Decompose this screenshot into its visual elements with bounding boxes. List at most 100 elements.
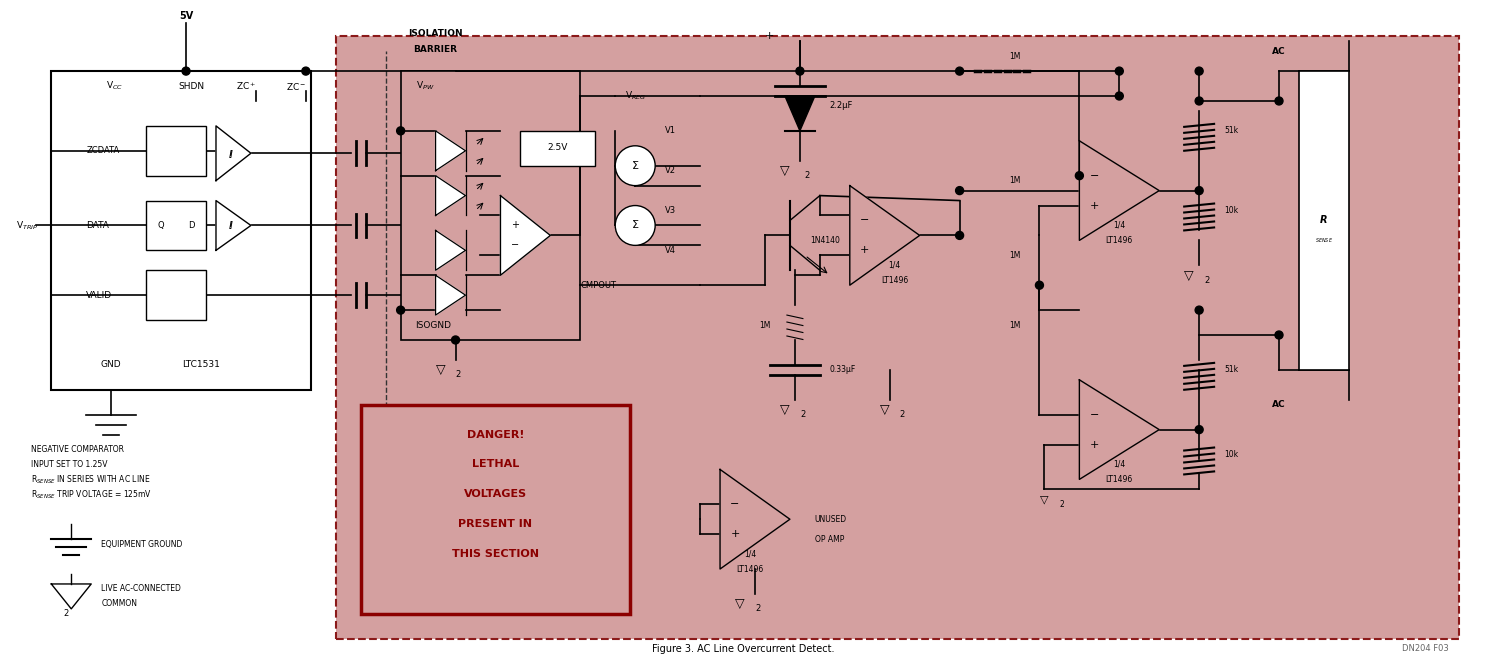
Text: 5V: 5V (178, 11, 193, 21)
Text: COMMON: COMMON (101, 600, 137, 608)
Circle shape (1196, 187, 1203, 194)
Text: +: + (1090, 200, 1099, 210)
Text: 1M: 1M (1008, 52, 1020, 61)
Polygon shape (216, 126, 251, 181)
Text: D: D (187, 221, 195, 230)
Circle shape (616, 146, 656, 186)
Text: V4: V4 (665, 246, 677, 255)
Text: LT1496: LT1496 (1106, 236, 1133, 245)
Polygon shape (1080, 141, 1160, 241)
Text: LT1496: LT1496 (882, 276, 909, 285)
Text: V2: V2 (665, 166, 677, 175)
Text: V$_{REG}$: V$_{REG}$ (625, 90, 647, 103)
Text: Σ: Σ (632, 161, 639, 171)
Bar (520, 131, 595, 165)
Polygon shape (436, 275, 465, 315)
Text: DANGER!: DANGER! (467, 429, 525, 440)
Text: +: + (859, 245, 870, 255)
Text: DATA: DATA (86, 221, 109, 230)
Text: PRESENT IN: PRESENT IN (458, 519, 532, 529)
Text: $_{SENSE}$: $_{SENSE}$ (1315, 236, 1332, 245)
Circle shape (1115, 92, 1123, 100)
Text: OP AMP: OP AMP (815, 535, 845, 543)
Text: LIVE AC-CONNECTED: LIVE AC-CONNECTED (101, 584, 181, 594)
Text: −: − (1090, 409, 1099, 419)
Text: 2.5V: 2.5V (547, 143, 568, 152)
Text: ▽: ▽ (781, 164, 790, 177)
Text: $\mathit{I\!I}$: $\mathit{I\!I}$ (228, 220, 233, 231)
Text: 2.2μF: 2.2μF (830, 101, 854, 111)
Text: 1/4: 1/4 (1114, 460, 1126, 469)
Text: VALID: VALID (86, 291, 113, 299)
Text: Figure 3. AC Line Overcurrent Detect.: Figure 3. AC Line Overcurrent Detect. (653, 644, 834, 654)
Polygon shape (501, 196, 550, 275)
Polygon shape (1080, 380, 1160, 480)
Text: EQUIPMENT GROUND: EQUIPMENT GROUND (101, 539, 183, 549)
Text: ▽: ▽ (735, 598, 745, 610)
Polygon shape (216, 200, 251, 251)
Text: 0.33μF: 0.33μF (830, 365, 857, 375)
Text: BARRIER: BARRIER (413, 45, 458, 54)
Text: ZC$^+$: ZC$^+$ (236, 80, 256, 92)
Text: 2: 2 (1059, 500, 1065, 509)
Text: ▽: ▽ (436, 363, 446, 377)
Bar (1300, 71, 1349, 370)
Text: 1/4: 1/4 (1114, 221, 1126, 230)
Circle shape (302, 67, 309, 75)
Text: 2: 2 (455, 371, 461, 379)
Circle shape (1196, 97, 1203, 105)
Text: +: + (730, 529, 739, 539)
Circle shape (1075, 172, 1084, 180)
Text: 1M: 1M (760, 320, 770, 330)
Text: 2: 2 (64, 609, 68, 618)
Bar (146, 200, 207, 251)
Text: THIS SECTION: THIS SECTION (452, 549, 538, 559)
Polygon shape (436, 230, 465, 270)
Circle shape (956, 231, 964, 239)
Circle shape (616, 206, 656, 245)
Text: 1M: 1M (1008, 251, 1020, 260)
Text: ISOGND: ISOGND (415, 320, 452, 330)
Text: −: − (859, 216, 870, 226)
Text: ▽: ▽ (1041, 494, 1048, 505)
Text: 1M: 1M (1008, 320, 1020, 330)
Text: V1: V1 (665, 127, 677, 135)
Circle shape (1274, 97, 1283, 105)
Text: R$_{SENSE}$ TRIP VOLTAGE = 125mV: R$_{SENSE}$ TRIP VOLTAGE = 125mV (31, 488, 152, 500)
Text: ▽: ▽ (1184, 269, 1194, 282)
Text: 1/4: 1/4 (889, 261, 901, 270)
Text: INPUT SET TO 1.25V: INPUT SET TO 1.25V (31, 460, 109, 469)
Circle shape (1035, 281, 1044, 289)
Bar (400, 71, 580, 340)
Text: 1/4: 1/4 (744, 549, 755, 559)
Text: R$_{SENSE}$ IN SERIES WITH AC LINE: R$_{SENSE}$ IN SERIES WITH AC LINE (31, 473, 150, 486)
Text: $\mathit{I\!I}$: $\mathit{I\!I}$ (228, 148, 233, 159)
Circle shape (1274, 331, 1283, 339)
Text: V$_{TRIP}$: V$_{TRIP}$ (16, 219, 39, 232)
Polygon shape (785, 96, 815, 131)
Text: Σ: Σ (632, 220, 639, 230)
Text: 10k: 10k (1224, 206, 1239, 215)
Text: V$_{PW}$: V$_{PW}$ (415, 80, 434, 92)
Circle shape (1196, 306, 1203, 314)
Text: SHDN: SHDN (178, 82, 204, 90)
Polygon shape (849, 186, 919, 285)
Text: 10k: 10k (1224, 450, 1239, 459)
Text: +: + (512, 220, 519, 230)
Text: ZC$^-$: ZC$^-$ (286, 80, 306, 92)
Circle shape (397, 127, 404, 135)
Text: −: − (730, 499, 739, 509)
Text: 2: 2 (804, 171, 810, 180)
Text: LTC1531: LTC1531 (181, 360, 220, 369)
Circle shape (1115, 67, 1123, 75)
Circle shape (397, 306, 404, 314)
FancyBboxPatch shape (361, 405, 630, 614)
Text: V3: V3 (665, 206, 677, 215)
Circle shape (1196, 425, 1203, 433)
Text: UNUSED: UNUSED (815, 515, 848, 524)
Text: ▽: ▽ (781, 403, 790, 416)
Text: LT1496: LT1496 (736, 565, 764, 574)
Text: ISOLATION: ISOLATION (409, 29, 462, 38)
Text: −: − (512, 241, 519, 251)
Text: AC: AC (1273, 47, 1286, 56)
